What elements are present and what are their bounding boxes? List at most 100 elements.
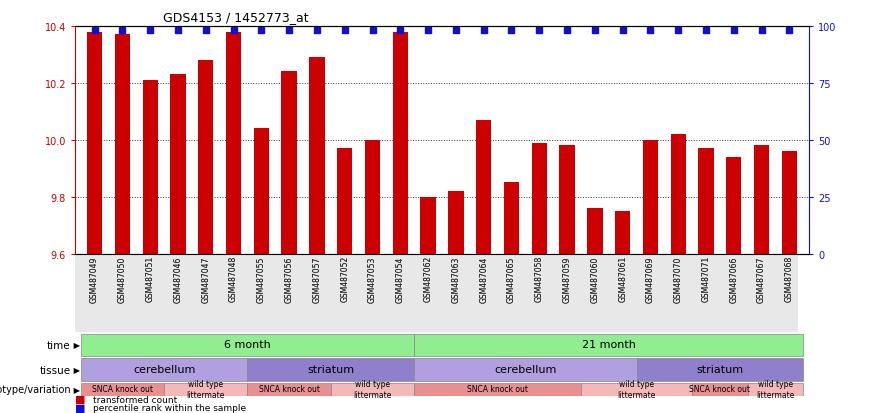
- Point: [393, 28, 408, 34]
- Text: wild type
littermate: wild type littermate: [757, 379, 795, 399]
- Bar: [754, 146, 769, 254]
- Text: GSM487047: GSM487047: [202, 256, 210, 302]
- Point: [532, 28, 546, 34]
- Bar: [80, 383, 164, 396]
- Text: 21 month: 21 month: [582, 339, 636, 349]
- Text: striatum: striatum: [697, 364, 743, 374]
- Point: [699, 28, 713, 34]
- Point: [310, 28, 324, 34]
- Text: GSM487060: GSM487060: [591, 256, 599, 302]
- Bar: [415, 358, 636, 381]
- Point: [115, 28, 129, 34]
- Bar: [248, 358, 415, 381]
- Bar: [448, 192, 463, 254]
- Text: GSM487049: GSM487049: [90, 256, 99, 302]
- Bar: [560, 146, 575, 254]
- Text: GSM487067: GSM487067: [757, 256, 766, 302]
- Text: striatum: striatum: [308, 364, 354, 374]
- Text: GSM487048: GSM487048: [229, 256, 238, 302]
- Bar: [248, 383, 331, 396]
- Text: GSM487068: GSM487068: [785, 256, 794, 302]
- Text: GSM487046: GSM487046: [173, 256, 182, 302]
- Text: GSM487060: GSM487060: [591, 256, 599, 302]
- Text: wild type
littermate: wild type littermate: [354, 379, 392, 399]
- Text: GSM487069: GSM487069: [646, 256, 655, 302]
- Text: wild type
littermate: wild type littermate: [617, 379, 656, 399]
- Point: [727, 28, 741, 34]
- Bar: [421, 197, 436, 254]
- Text: GSM487053: GSM487053: [368, 256, 377, 302]
- Bar: [748, 383, 804, 396]
- Text: GSM487059: GSM487059: [562, 256, 572, 302]
- Text: GSM487064: GSM487064: [479, 256, 488, 302]
- Text: GSM487054: GSM487054: [396, 256, 405, 302]
- Text: GSM487061: GSM487061: [618, 256, 627, 302]
- Text: 6 month: 6 month: [224, 339, 271, 349]
- Bar: [581, 383, 692, 396]
- Point: [615, 28, 629, 34]
- Bar: [331, 383, 415, 396]
- Bar: [164, 383, 248, 396]
- Bar: [392, 33, 408, 254]
- Text: GSM487070: GSM487070: [674, 256, 682, 302]
- Text: cerebellum: cerebellum: [494, 364, 557, 374]
- Text: GSM487066: GSM487066: [729, 256, 738, 302]
- Text: GSM487055: GSM487055: [257, 256, 266, 302]
- Text: GDS4153 / 1452773_at: GDS4153 / 1452773_at: [164, 11, 309, 24]
- Text: GSM487050: GSM487050: [118, 256, 127, 302]
- Text: GSM487062: GSM487062: [423, 256, 432, 302]
- Text: GSM487058: GSM487058: [535, 256, 544, 302]
- Point: [505, 28, 519, 34]
- Point: [588, 28, 602, 34]
- Text: GSM487056: GSM487056: [285, 256, 293, 302]
- Text: GSM487046: GSM487046: [173, 256, 182, 302]
- Text: GSM487068: GSM487068: [785, 256, 794, 302]
- Point: [255, 28, 269, 34]
- Bar: [80, 334, 415, 356]
- Text: GSM487062: GSM487062: [423, 256, 432, 302]
- Point: [282, 28, 296, 34]
- Text: GSM487069: GSM487069: [646, 256, 655, 302]
- Bar: [615, 211, 630, 254]
- Bar: [415, 383, 581, 396]
- Text: GSM487050: GSM487050: [118, 256, 127, 302]
- Bar: [309, 58, 324, 254]
- Bar: [636, 358, 804, 381]
- Bar: [698, 149, 713, 254]
- Text: ■: ■: [75, 402, 86, 412]
- Text: GSM487052: GSM487052: [340, 256, 349, 302]
- Text: genotype/variation: genotype/variation: [0, 384, 71, 394]
- Point: [644, 28, 658, 34]
- Text: GSM487056: GSM487056: [285, 256, 293, 302]
- Text: GSM487066: GSM487066: [729, 256, 738, 302]
- Bar: [531, 143, 547, 254]
- Text: GSM487048: GSM487048: [229, 256, 238, 302]
- Text: wild type
littermate: wild type littermate: [187, 379, 225, 399]
- Text: GSM487049: GSM487049: [90, 256, 99, 302]
- Text: GSM487070: GSM487070: [674, 256, 682, 302]
- Text: GSM487057: GSM487057: [312, 256, 322, 302]
- Text: ▶: ▶: [71, 340, 80, 349]
- Text: GSM487063: GSM487063: [452, 256, 461, 302]
- Bar: [142, 81, 158, 254]
- Point: [171, 28, 185, 34]
- Text: percentile rank within the sample: percentile rank within the sample: [93, 403, 246, 412]
- Text: GSM487065: GSM487065: [507, 256, 516, 302]
- Text: ▶: ▶: [71, 365, 80, 374]
- Bar: [415, 334, 804, 356]
- Bar: [171, 75, 186, 254]
- Point: [449, 28, 463, 34]
- Bar: [643, 140, 658, 254]
- Point: [782, 28, 796, 34]
- Bar: [226, 33, 241, 254]
- Text: GSM487064: GSM487064: [479, 256, 488, 302]
- Text: SNCA knock out: SNCA knock out: [467, 385, 528, 394]
- Text: ■: ■: [75, 394, 86, 404]
- Text: GSM487065: GSM487065: [507, 256, 516, 302]
- Bar: [726, 157, 742, 254]
- Point: [476, 28, 491, 34]
- Text: GSM487054: GSM487054: [396, 256, 405, 302]
- Text: GSM487059: GSM487059: [562, 256, 572, 302]
- Text: SNCA knock out: SNCA knock out: [259, 385, 320, 394]
- Bar: [87, 33, 103, 254]
